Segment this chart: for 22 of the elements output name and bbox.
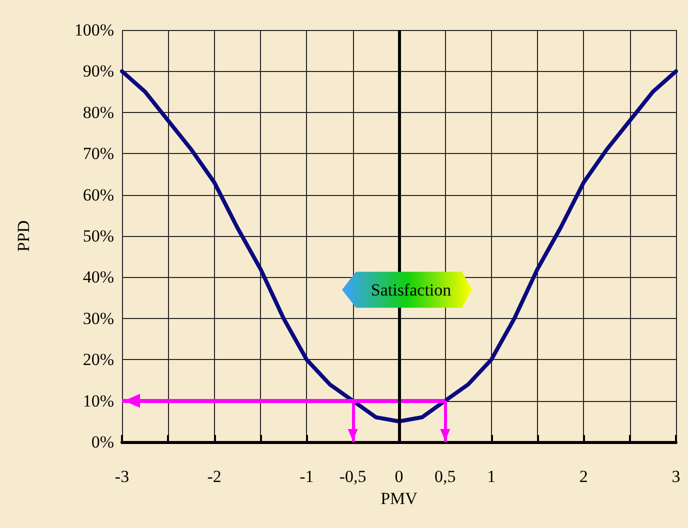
x-tick-label: -1 xyxy=(300,467,314,486)
y-tick-label: 30% xyxy=(82,308,114,328)
y-tick-label: 70% xyxy=(82,144,114,164)
y-tick-label: 0% xyxy=(91,432,114,452)
y-tick-label: 100% xyxy=(74,20,114,40)
x-tick-label: -3 xyxy=(114,467,130,486)
y-tick-label: 60% xyxy=(82,185,114,204)
x-tick-label: 1 xyxy=(487,467,496,486)
x-tick-label: 3 xyxy=(672,467,680,486)
y-tick-label: 20% xyxy=(82,350,114,370)
y-tick-label: 90% xyxy=(82,62,114,81)
x-tick-label: 0,5 xyxy=(434,467,456,486)
x-axis-title: PMV xyxy=(380,488,418,508)
y-tick-label: 50% xyxy=(82,226,114,246)
x-tick-label: 0 xyxy=(394,467,404,486)
y-tick-label: 40% xyxy=(82,268,114,287)
x-tick-label: -2 xyxy=(207,467,222,486)
y-tick-label: 10% xyxy=(82,391,114,410)
y-axis-title: PPD xyxy=(14,220,33,252)
x-tick-label: -0,5 xyxy=(339,467,366,486)
x-tick-label: 2 xyxy=(579,467,588,486)
y-tick-label: 80% xyxy=(82,102,114,122)
